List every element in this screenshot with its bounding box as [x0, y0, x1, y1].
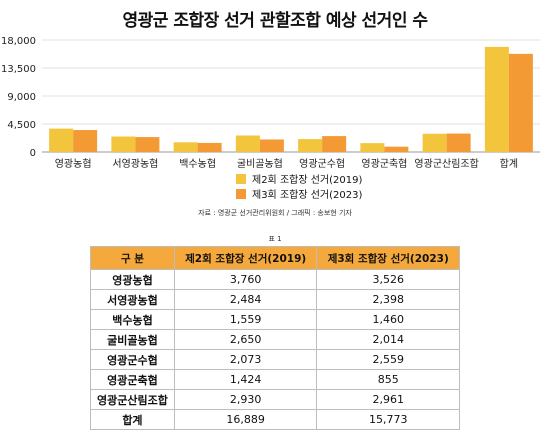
- legend-item-2019: 제2회 조합장 선거(2019): [236, 171, 362, 186]
- x-tick-label: 굴비골농협: [237, 157, 283, 170]
- row-value-2023: 2,961: [316, 389, 460, 410]
- chart-legend: 제2회 조합장 선거(2019) 제3회 조합장 선거(2023): [236, 171, 362, 201]
- row-value-2023: 1,460: [316, 309, 460, 330]
- y-tick-label: 9,000: [7, 92, 36, 103]
- y-tick-label: 0: [30, 148, 36, 159]
- x-tick-label: 영광군수협: [299, 157, 345, 170]
- table-row: 영광군축협 1,424 855: [90, 369, 460, 390]
- y-tick-label: 18,000: [1, 36, 36, 47]
- row-name: 영광군산림조합: [90, 389, 175, 410]
- y-tick-label: 4,500: [7, 120, 36, 131]
- source-note: 자료 : 영광군 선거관리위원회 / 그래픽 : 송보현 기자: [198, 209, 352, 217]
- header-2019: 제2회 조합장 선거(2019): [173, 246, 318, 270]
- row-value-2019: 2,650: [173, 329, 318, 350]
- chart-title: 영광군 조합장 선거 관할조합 예상 선거인 수: [122, 11, 428, 31]
- table-row-total: 합계 16,889 15,773: [90, 409, 460, 430]
- y-tick-label: 13,500: [1, 64, 36, 75]
- row-value-2019: 3,760: [173, 269, 318, 290]
- bar-2023: [197, 142, 222, 152]
- bar-2019: [422, 133, 447, 152]
- legend-item-2023: 제3회 조합장 선거(2023): [236, 186, 362, 201]
- legend-swatch-2023: [236, 188, 246, 199]
- table-header-row: 구 분 제2회 조합장 선거(2019) 제3회 조합장 선거(2023): [90, 246, 460, 270]
- x-tick-label: 백수농협: [179, 157, 216, 170]
- row-value-2019: 2,484: [173, 289, 318, 310]
- bar-2023: [73, 130, 98, 152]
- bar-2023: [135, 137, 160, 152]
- legend-label-2023: 제3회 조합장 선거(2023): [252, 190, 363, 201]
- bar-2019: [49, 128, 74, 152]
- table-row: 영광군산림조합 2,930 2,961: [90, 389, 460, 410]
- row-value-2023: 2,559: [316, 349, 460, 370]
- table-row: 백수농협 1,559 1,460: [90, 309, 460, 330]
- row-name: 영광군수협: [90, 349, 175, 370]
- row-name: 영광농협: [90, 269, 175, 290]
- row-name: 서영광농협: [90, 289, 175, 310]
- bar-2019: [173, 142, 198, 152]
- row-value-2019: 1,424: [173, 369, 318, 390]
- row-value-2023: 2,014: [316, 329, 460, 350]
- table-row: 영광농협 3,760 3,526: [90, 269, 460, 290]
- row-value-2023: 15,773: [316, 409, 460, 430]
- x-tick-label: 영광군산림조합: [414, 158, 478, 170]
- x-tick-label: 영광군축협: [361, 157, 407, 170]
- bar-2023: [508, 53, 533, 152]
- bar-2019: [235, 135, 260, 152]
- x-tick-label: 영광농협: [55, 157, 92, 170]
- row-name: 합계: [90, 409, 175, 430]
- bar-2023: [259, 139, 284, 152]
- bar-2019: [360, 143, 385, 152]
- bar-2023: [384, 146, 409, 152]
- header-category: 구 분: [90, 246, 175, 270]
- table-row: 굴비골농협 2,650 2,014: [90, 329, 460, 350]
- row-value-2023: 3,526: [316, 269, 460, 290]
- header-2023: 제3회 조합장 선거(2023): [316, 246, 460, 270]
- row-value-2023: 2,398: [316, 289, 460, 310]
- table-row: 서영광농협 2,484 2,398: [90, 289, 460, 310]
- table-caption: 표 1: [268, 235, 282, 243]
- bar-2023: [446, 133, 471, 152]
- x-tick-label: 합계: [500, 158, 518, 170]
- legend-swatch-2019: [236, 173, 246, 184]
- row-value-2023: 855: [316, 369, 460, 390]
- row-name: 굴비골농협: [90, 329, 175, 350]
- row-value-2019: 2,930: [173, 389, 318, 410]
- bar-2019: [298, 139, 323, 152]
- row-value-2019: 16,889: [173, 409, 318, 430]
- row-name: 영광군축협: [90, 369, 175, 390]
- bar-2019: [484, 46, 509, 152]
- data-table: 구 분 제2회 조합장 선거(2019) 제3회 조합장 선거(2023) 영광…: [90, 246, 460, 430]
- table-row: 영광군수협 2,073 2,559: [90, 349, 460, 370]
- x-tick-label: 서영광농협: [112, 157, 158, 170]
- row-value-2019: 1,559: [173, 309, 318, 330]
- bar-2023: [322, 136, 347, 152]
- row-value-2019: 2,073: [173, 349, 318, 370]
- bar-2019: [111, 136, 136, 152]
- bar-chart: 0 4,500 9,000 13,500 18,000 영광농협 서영광농협 백수농협 굴비골농…: [1, 36, 540, 170]
- legend-label-2019: 제2회 조합장 선거(2019): [252, 175, 363, 186]
- row-name: 백수농협: [90, 309, 175, 330]
